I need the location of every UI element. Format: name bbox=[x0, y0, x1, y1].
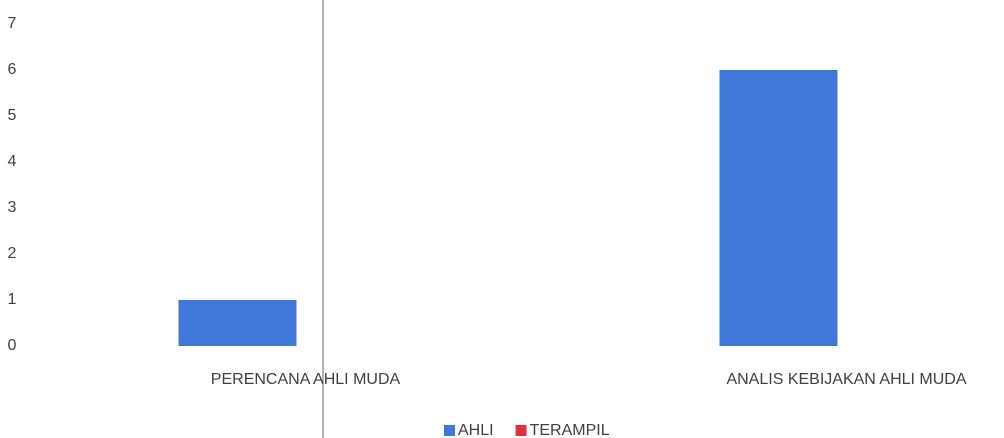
y-tick-label: 0 bbox=[8, 337, 17, 354]
y-tick-label: 5 bbox=[8, 107, 17, 124]
legend-swatch bbox=[444, 425, 455, 436]
y-tick-label: 6 bbox=[8, 61, 17, 78]
y-tick-label: 3 bbox=[8, 199, 17, 216]
legend-label: TERAMPIL bbox=[530, 422, 610, 438]
x-tick-label: PERENCANA AHLI MUDA bbox=[211, 371, 401, 388]
legend-swatch bbox=[515, 425, 527, 436]
bar bbox=[178, 300, 297, 346]
legend-label: AHLI bbox=[458, 422, 494, 438]
bar bbox=[719, 70, 838, 346]
y-tick-label: 2 bbox=[8, 245, 17, 262]
y-tick-label: 7 bbox=[8, 15, 17, 32]
x-tick-label: ANALIS KEBIJAKAN AHLI MUDA bbox=[726, 371, 966, 388]
y-tick-label: 4 bbox=[8, 153, 17, 170]
y-tick-label: 1 bbox=[8, 291, 17, 308]
